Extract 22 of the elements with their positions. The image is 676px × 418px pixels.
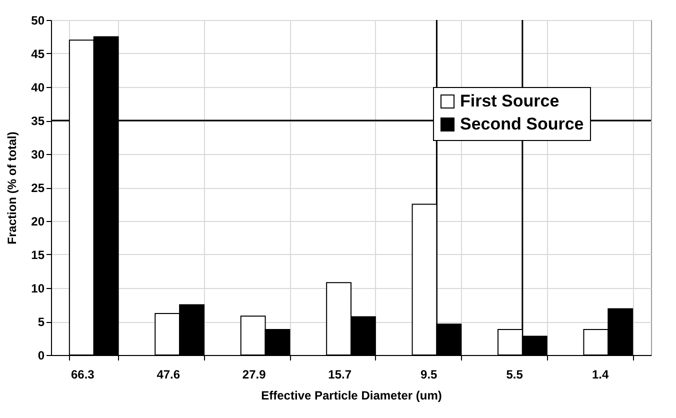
y-tick-label: 15 (31, 248, 45, 262)
y-tick-label: 25 (31, 181, 45, 195)
y-tick-label: 30 (31, 148, 45, 162)
y-tick-label: 0 (38, 348, 45, 362)
y-tick-label: 35 (31, 114, 45, 128)
x-tick-label: 47.6 (156, 368, 180, 382)
y-tick-label: 45 (31, 47, 45, 61)
x-axis-title: Effective Particle Diameter (um) (261, 388, 442, 402)
y-tick-label: 10 (31, 282, 45, 296)
legend-label: Second Source (460, 114, 584, 134)
x-tick-label: 66.3 (71, 368, 95, 382)
x-tick-label: 9.5 (420, 368, 438, 382)
x-tick-label: 1.4 (592, 368, 609, 382)
legend-label: First Source (460, 92, 560, 110)
x-tick-label: 15.7 (328, 368, 352, 382)
y-tick-label: 50 (31, 14, 45, 28)
y-tick-label: 20 (31, 214, 45, 228)
y-axis-title: Fraction (% of total) (5, 132, 20, 244)
x-tick-label: 27.9 (242, 368, 266, 382)
y-tick-label: 40 (31, 80, 45, 94)
y-tick-label: 5 (38, 315, 45, 329)
x-tick-label: 5.5 (506, 368, 524, 382)
